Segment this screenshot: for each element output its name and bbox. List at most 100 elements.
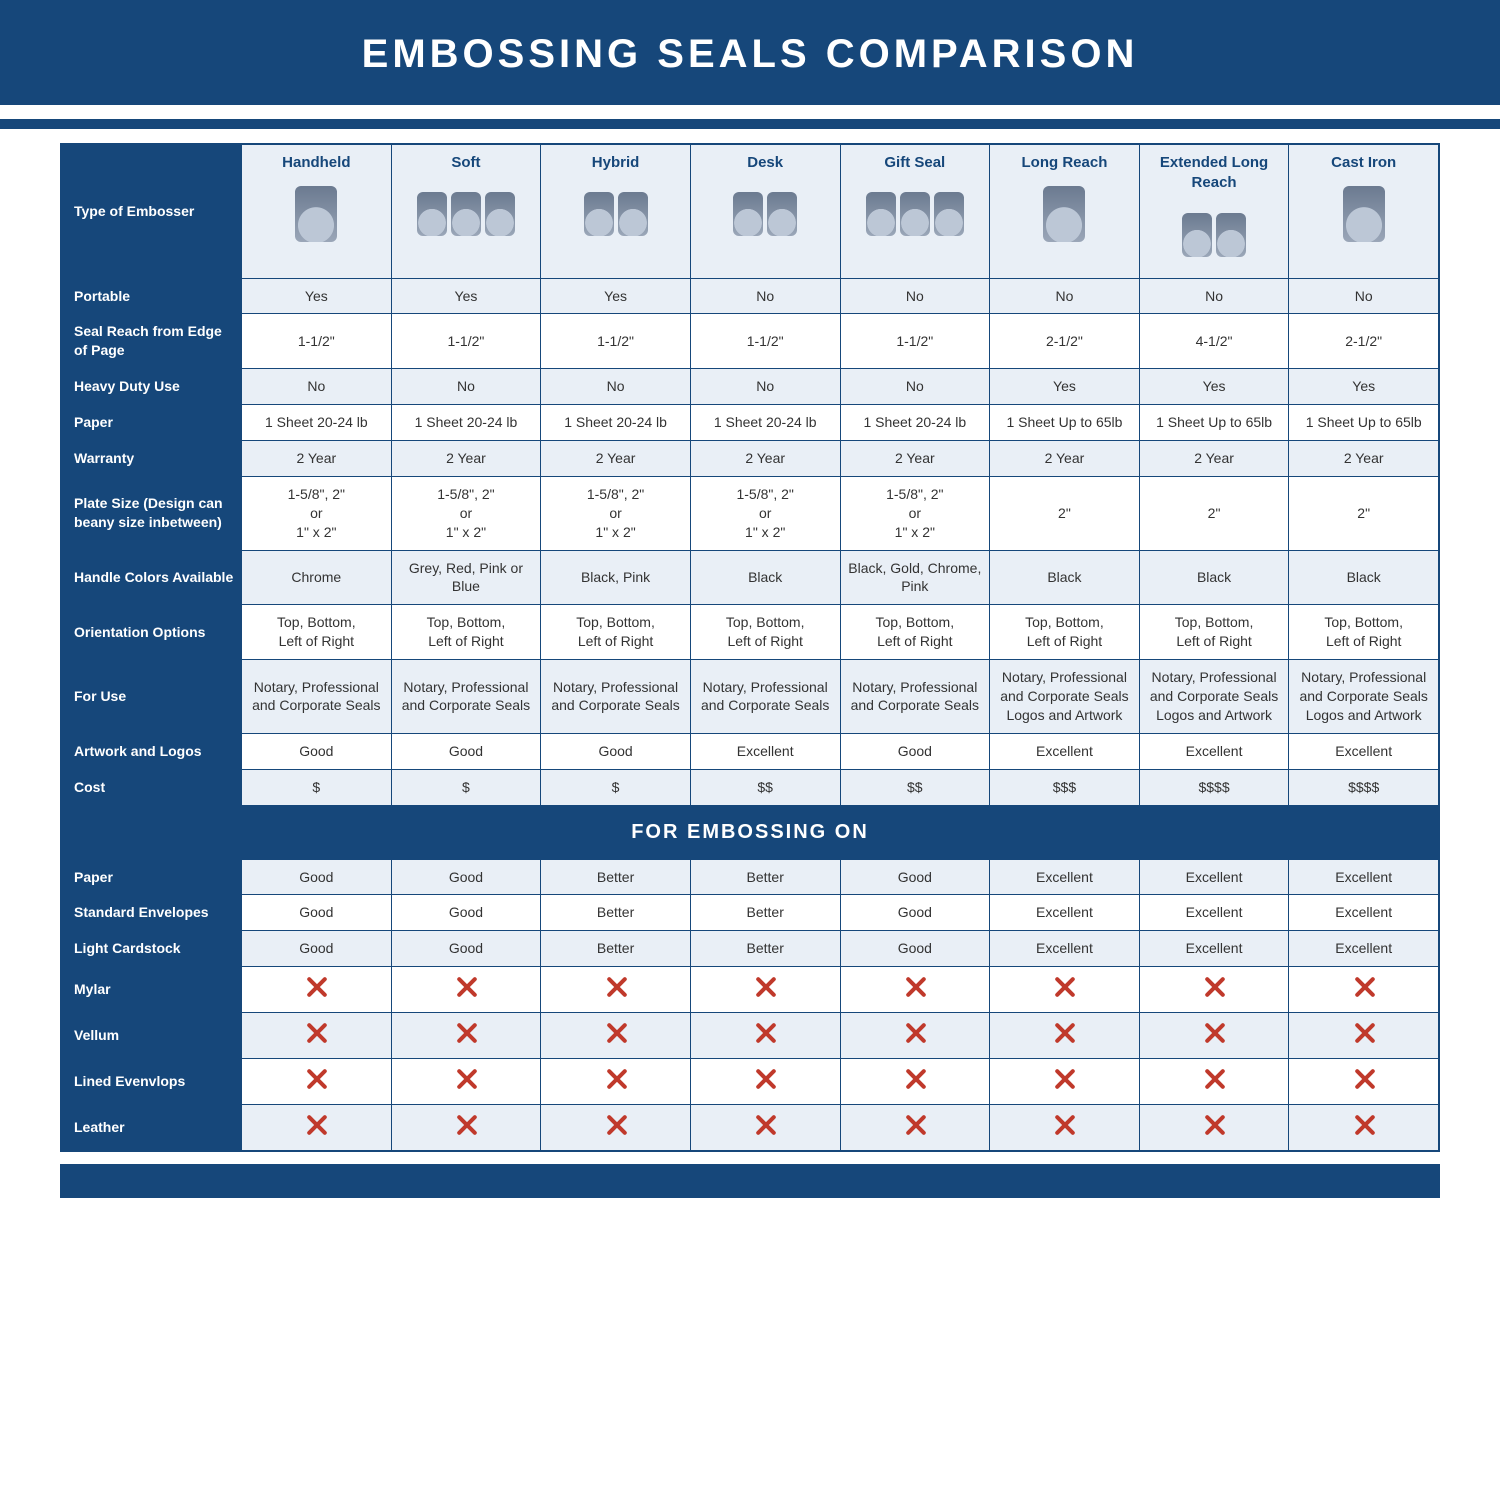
data-cell: Excellent bbox=[1289, 859, 1439, 895]
x-mark-icon bbox=[753, 1113, 777, 1137]
data-cell: Top, Bottom,Left of Right bbox=[840, 605, 990, 660]
data-cell: Good bbox=[242, 733, 392, 769]
data-cell: 2 Year bbox=[690, 440, 840, 476]
data-cell: 1-1/2" bbox=[242, 314, 392, 369]
data-cell: Black, Gold, Chrome, Pink bbox=[840, 550, 990, 605]
data-cell: No bbox=[690, 369, 840, 405]
x-mark-icon bbox=[1052, 1067, 1076, 1091]
header-row: Type of Embosser Handheld Soft Hybrid De… bbox=[62, 145, 1439, 279]
data-cell: 2 Year bbox=[990, 440, 1140, 476]
table-row: Standard EnvelopesGoodGoodBetterBetterGo… bbox=[62, 895, 1439, 931]
data-cell: 1 Sheet 20-24 lb bbox=[541, 405, 691, 441]
data-cell bbox=[391, 1058, 541, 1104]
data-cell: 1 Sheet Up to 65lb bbox=[1289, 405, 1439, 441]
data-cell: Good bbox=[391, 895, 541, 931]
row-label: Warranty bbox=[62, 440, 242, 476]
data-cell bbox=[1289, 1013, 1439, 1059]
data-cell: Better bbox=[690, 895, 840, 931]
row-label: Handle Colors Available bbox=[62, 550, 242, 605]
data-cell: $$ bbox=[690, 769, 840, 805]
row-label: Standard Envelopes bbox=[62, 895, 242, 931]
data-cell bbox=[541, 1104, 691, 1150]
data-cell bbox=[242, 967, 392, 1013]
x-mark-icon bbox=[454, 975, 478, 999]
data-cell: Notary, Professional and Corporate Seals… bbox=[1289, 660, 1439, 734]
data-cell: No bbox=[690, 278, 840, 314]
data-cell: 1-5/8", 2"or1" x 2" bbox=[391, 476, 541, 550]
data-cell: 1 Sheet 20-24 lb bbox=[391, 405, 541, 441]
comparison-table: Type of Embosser Handheld Soft Hybrid De… bbox=[61, 144, 1439, 1151]
data-cell: 1 Sheet 20-24 lb bbox=[840, 405, 990, 441]
data-cell: $$ bbox=[840, 769, 990, 805]
data-cell: Top, Bottom,Left of Right bbox=[541, 605, 691, 660]
data-cell: Excellent bbox=[690, 733, 840, 769]
data-cell: Yes bbox=[541, 278, 691, 314]
data-cell: Grey, Red, Pink or Blue bbox=[391, 550, 541, 605]
col-header-title: Extended Long Reach bbox=[1146, 153, 1283, 194]
data-cell: 1-1/2" bbox=[541, 314, 691, 369]
product-thumb-icon bbox=[847, 179, 984, 249]
x-mark-icon bbox=[1202, 975, 1226, 999]
data-cell: 2 Year bbox=[840, 440, 990, 476]
col-header: Handheld bbox=[242, 145, 392, 279]
data-cell: No bbox=[840, 369, 990, 405]
data-cell: Better bbox=[541, 895, 691, 931]
x-mark-icon bbox=[1202, 1021, 1226, 1045]
data-cell: Notary, Professional and Corporate Seals bbox=[690, 660, 840, 734]
section-band-row: FOR EMBOSSING ON bbox=[62, 805, 1439, 859]
data-cell bbox=[541, 967, 691, 1013]
data-cell bbox=[840, 1058, 990, 1104]
data-cell bbox=[840, 967, 990, 1013]
data-cell: Top, Bottom,Left of Right bbox=[690, 605, 840, 660]
x-mark-icon bbox=[1052, 1021, 1076, 1045]
data-cell: Notary, Professional and Corporate Seals bbox=[391, 660, 541, 734]
data-cell: 1 Sheet Up to 65lb bbox=[990, 405, 1140, 441]
row-label: Paper bbox=[62, 405, 242, 441]
data-cell: $$$ bbox=[990, 769, 1140, 805]
data-cell bbox=[840, 1013, 990, 1059]
data-cell: Good bbox=[840, 859, 990, 895]
table-row: Light CardstockGoodGoodBetterBetterGoodE… bbox=[62, 931, 1439, 967]
row-label: Seal Reach from Edge of Page bbox=[62, 314, 242, 369]
data-cell: Good bbox=[541, 733, 691, 769]
x-mark-icon bbox=[604, 975, 628, 999]
data-cell: 1 Sheet Up to 65lb bbox=[1139, 405, 1289, 441]
data-cell: Good bbox=[391, 931, 541, 967]
data-cell bbox=[242, 1013, 392, 1059]
data-cell: No bbox=[242, 369, 392, 405]
data-cell: Notary, Professional and Corporate Seals… bbox=[990, 660, 1140, 734]
data-cell: Excellent bbox=[1289, 895, 1439, 931]
row-label: Mylar bbox=[62, 967, 242, 1013]
col-header-title: Handheld bbox=[248, 153, 385, 173]
x-mark-icon bbox=[903, 1067, 927, 1091]
product-thumb-icon bbox=[697, 179, 834, 249]
product-thumb-icon bbox=[996, 179, 1133, 249]
data-cell: Black bbox=[990, 550, 1140, 605]
data-cell: 2 Year bbox=[391, 440, 541, 476]
row-label: For Use bbox=[62, 660, 242, 734]
data-cell: Top, Bottom,Left of Right bbox=[391, 605, 541, 660]
data-cell bbox=[690, 967, 840, 1013]
data-cell: No bbox=[391, 369, 541, 405]
data-cell: Good bbox=[242, 931, 392, 967]
data-cell: Notary, Professional and Corporate Seals bbox=[242, 660, 392, 734]
table-row: Handle Colors AvailableChromeGrey, Red, … bbox=[62, 550, 1439, 605]
x-mark-icon bbox=[1052, 1113, 1076, 1137]
data-cell: Excellent bbox=[1139, 895, 1289, 931]
data-cell bbox=[1139, 967, 1289, 1013]
x-mark-icon bbox=[1352, 975, 1376, 999]
data-cell: 1-5/8", 2"or1" x 2" bbox=[541, 476, 691, 550]
data-cell: Excellent bbox=[990, 895, 1140, 931]
data-cell: 2" bbox=[1139, 476, 1289, 550]
data-cell: Chrome bbox=[242, 550, 392, 605]
data-cell: Good bbox=[840, 931, 990, 967]
data-cell: Better bbox=[690, 859, 840, 895]
data-cell: 1-5/8", 2"or1" x 2" bbox=[840, 476, 990, 550]
data-cell: 1-1/2" bbox=[391, 314, 541, 369]
data-cell: 1-5/8", 2"or1" x 2" bbox=[690, 476, 840, 550]
x-mark-icon bbox=[604, 1113, 628, 1137]
x-mark-icon bbox=[753, 1067, 777, 1091]
data-cell: Excellent bbox=[990, 733, 1140, 769]
col-header-title: Soft bbox=[398, 153, 535, 173]
data-cell bbox=[1289, 1104, 1439, 1150]
